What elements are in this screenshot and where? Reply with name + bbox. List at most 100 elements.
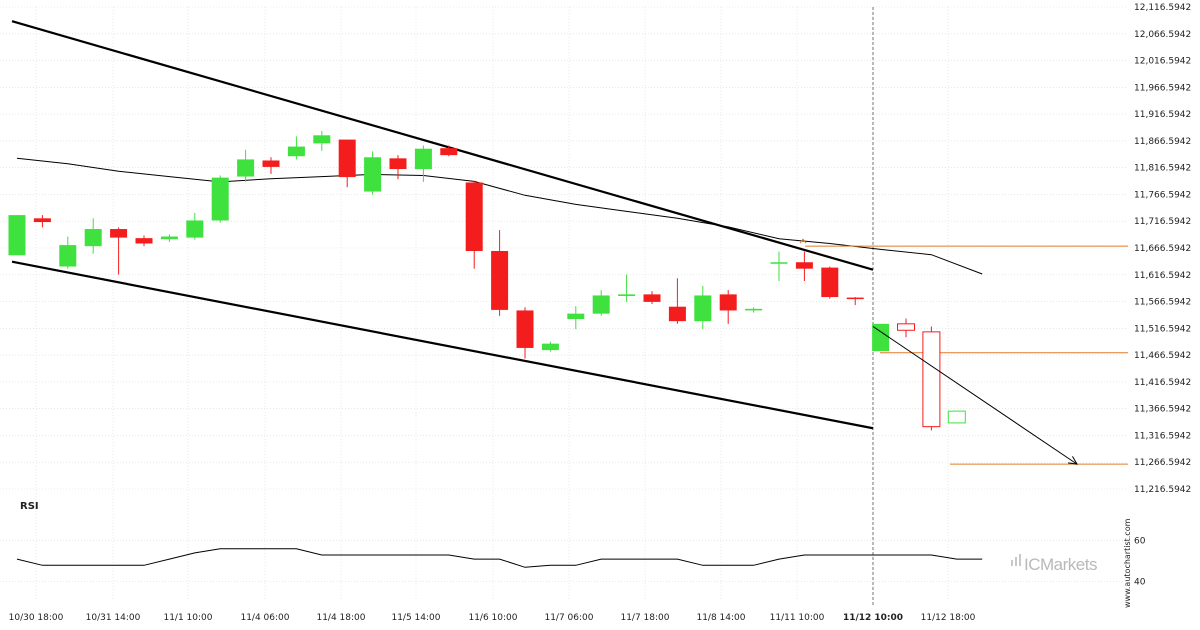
arrow-head-icon xyxy=(1068,456,1078,465)
candle xyxy=(237,149,255,182)
candle-body xyxy=(872,323,890,352)
candle-body xyxy=(491,250,509,310)
candle-body xyxy=(668,306,686,322)
candle xyxy=(719,290,737,324)
candle xyxy=(33,215,51,228)
candle xyxy=(262,157,280,174)
x-tick-label: 11/6 10:00 xyxy=(468,613,517,623)
rsi-title: RSI xyxy=(20,501,39,512)
y-tick-label: 12,116.5942 xyxy=(1134,3,1191,13)
x-tick-label: 11/4 06:00 xyxy=(240,613,289,623)
rsi-panel: RSI 60 40 xyxy=(0,501,1146,588)
candle xyxy=(541,341,559,352)
projected-candle xyxy=(922,326,941,431)
x-tick-label: 11/4 18:00 xyxy=(316,613,365,623)
candle-body xyxy=(567,313,585,320)
candle-body xyxy=(618,294,636,296)
candle-body xyxy=(745,308,763,311)
candle-body xyxy=(922,331,941,428)
y-tick-label: 11,716.5942 xyxy=(1134,217,1191,227)
channel-lines-layer xyxy=(11,20,874,430)
candle-body xyxy=(821,267,839,298)
rsi-tick-label: 60 xyxy=(1134,537,1146,547)
candles-layer xyxy=(8,131,966,431)
y-tick-label: 12,016.5942 xyxy=(1134,57,1191,67)
candle-body xyxy=(643,294,661,302)
candle xyxy=(694,285,712,330)
candle-body xyxy=(947,410,966,424)
candle xyxy=(872,323,890,352)
candle xyxy=(821,266,839,299)
candle-body xyxy=(846,297,864,300)
candle-body xyxy=(770,262,788,264)
candle xyxy=(592,290,610,316)
channel-lower-line xyxy=(11,260,874,430)
x-tick-label: 11/8 14:00 xyxy=(696,613,745,623)
y-tick-label: 11,316.5942 xyxy=(1134,431,1191,441)
y-tick-label: 11,766.5942 xyxy=(1134,190,1191,200)
y-tick-label: 11,466.5942 xyxy=(1134,351,1191,361)
candle-body xyxy=(338,139,356,178)
candle-body xyxy=(110,229,128,238)
candle-body xyxy=(364,157,382,192)
moving-average-line xyxy=(16,157,983,275)
candle xyxy=(186,212,204,240)
candle xyxy=(211,175,229,223)
y-tick-label: 11,366.5942 xyxy=(1134,405,1191,415)
candle-body xyxy=(414,148,432,170)
y-tick-label: 11,416.5942 xyxy=(1134,378,1191,388)
y-tick-label: 11,566.5942 xyxy=(1134,298,1191,308)
candle xyxy=(491,230,509,316)
candle-body xyxy=(59,245,77,267)
projection-arrow-layer xyxy=(872,326,1078,465)
candle xyxy=(338,139,356,188)
candle-body xyxy=(897,323,915,331)
candle-body xyxy=(8,215,26,256)
projected-candle xyxy=(897,318,915,338)
candle-body xyxy=(592,295,610,314)
candle xyxy=(516,307,534,359)
candle-body xyxy=(694,295,712,322)
rsi-line xyxy=(16,548,983,568)
x-tick-label: 11/12 18:00 xyxy=(921,613,976,623)
grid-lines xyxy=(0,6,1128,606)
candle-body xyxy=(795,262,813,269)
x-tick-label: 11/1 10:00 xyxy=(163,613,212,623)
candle xyxy=(414,145,432,182)
moving-average-layer xyxy=(16,157,983,275)
x-axis-tick-labels: 10/30 18:00 10/31 14:00 11/1 10:00 11/4 06:… xyxy=(9,613,976,623)
watermark: ICMarkets www.autochartist.com xyxy=(1011,518,1132,608)
x-tick-label: 11/7 06:00 xyxy=(544,613,593,623)
candle-body xyxy=(211,177,229,221)
candle xyxy=(770,251,788,281)
y-tick-label: 11,266.5942 xyxy=(1134,458,1191,468)
candle xyxy=(110,227,128,275)
projected-candle xyxy=(947,410,966,424)
rsi-tick-label: 40 xyxy=(1134,578,1146,588)
candle xyxy=(846,297,864,306)
channel-upper-line xyxy=(11,20,874,271)
candle xyxy=(287,136,305,160)
candle xyxy=(668,278,686,324)
x-tick-label: 11/5 14:00 xyxy=(391,613,440,623)
candle-body xyxy=(135,238,153,244)
candle-body xyxy=(465,182,483,251)
candle xyxy=(364,151,382,195)
x-tick-label: 10/30 18:00 xyxy=(9,613,64,623)
candle-body xyxy=(262,160,280,167)
candle xyxy=(389,155,407,180)
x-tick-label: 10/31 14:00 xyxy=(86,613,141,623)
brand-logo-icon xyxy=(1011,554,1021,566)
x-tick-label: 11/7 18:00 xyxy=(620,613,669,623)
candle-body xyxy=(160,236,178,240)
site-watermark: www.autochartist.com xyxy=(1123,518,1132,608)
candle xyxy=(643,291,661,305)
y-tick-label: 11,616.5942 xyxy=(1134,271,1191,281)
candle xyxy=(567,306,585,330)
x-tick-label: 11/12 10:00 xyxy=(843,613,903,623)
y-tick-label: 11,216.5942 xyxy=(1134,485,1191,495)
y-tick-label: 11,816.5942 xyxy=(1134,164,1191,174)
candle-body xyxy=(719,294,737,311)
candle xyxy=(160,234,178,242)
